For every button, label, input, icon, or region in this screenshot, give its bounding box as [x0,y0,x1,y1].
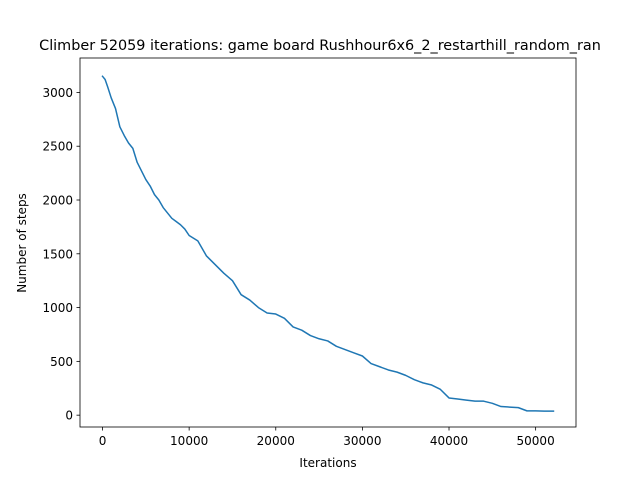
y-tick-label: 3000 [42,86,73,100]
y-axis-label: Number of steps [15,193,29,293]
x-tick-label: 50000 [517,434,555,448]
x-tick-label: 40000 [430,434,468,448]
y-tick-label: 2000 [42,194,73,208]
y-tick-label: 1000 [42,301,73,315]
y-tick-label: 1500 [42,247,73,261]
x-tick-label: 0 [99,434,107,448]
x-tick-label: 30000 [343,434,381,448]
plot-area: 0 10000 20000 30000 40000 50000 0 500 1000 1500 20… [42,57,577,448]
x-axis-label: Iterations [299,456,356,470]
series-line-0 [101,75,555,412]
x-tick-label: 10000 [170,434,208,448]
y-tick-label: 2500 [42,140,73,154]
y-tick-label: 500 [50,355,73,369]
x-tick-label: 20000 [257,434,295,448]
y-tick-label: 0 [65,409,73,423]
chart-title: Climber 52059 iterations: game board Rus… [39,38,601,54]
axes-frame [79,57,577,428]
